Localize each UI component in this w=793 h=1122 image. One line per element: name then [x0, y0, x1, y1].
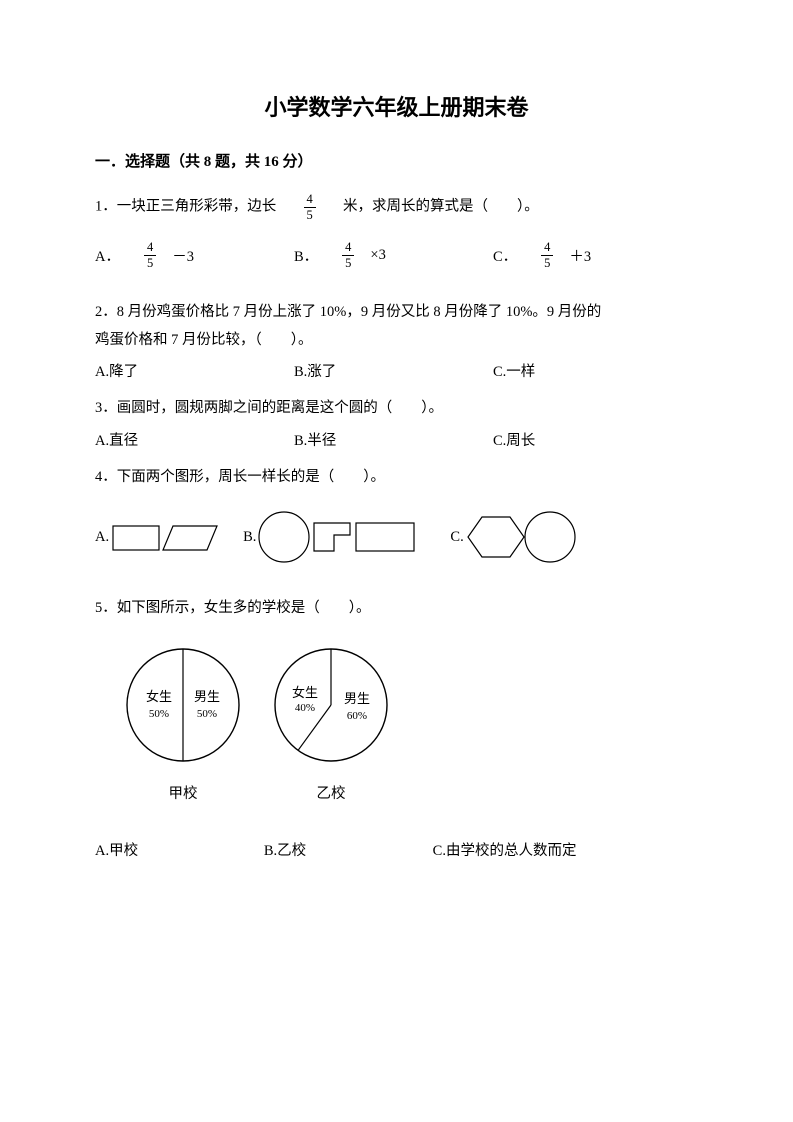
- q1-A-label: A．: [95, 245, 120, 266]
- pie-A-caption: 甲校: [119, 782, 247, 803]
- question-3: 3．画圆时，圆规两脚之间的距离是这个圆的（ ）。 A.直径 B.半径 C.周长: [95, 395, 698, 450]
- q1-frac-num: 4: [304, 193, 316, 208]
- pieA-left-label: 女生: [146, 689, 172, 704]
- q1-B-label: B．: [294, 245, 318, 266]
- q1-B-op: ×3: [370, 247, 385, 264]
- q1-fraction: 4 5: [304, 193, 316, 221]
- pie-B-caption: 乙校: [267, 782, 395, 803]
- section-1-prefix: 一．选择题: [95, 154, 170, 170]
- pieA-right-label: 男生: [194, 689, 220, 704]
- q2-options: A.降了 B.涨了 C.一样: [95, 360, 698, 381]
- q4-B-label: B.: [243, 529, 256, 546]
- pie-A-svg: 女生 50% 男生 50%: [119, 641, 247, 769]
- q3-option-B[interactable]: B.半径: [294, 429, 493, 450]
- q1-C-fraction: 4 5: [541, 241, 553, 269]
- q4-options: A. B. C.: [95, 509, 698, 565]
- pie-chart-B: 女生 40% 男生 60% 乙校: [267, 641, 395, 803]
- q1-B-fraction: 4 5: [342, 241, 354, 269]
- q5-option-B[interactable]: B.乙校: [264, 839, 433, 860]
- q2-line2: 鸡蛋价格和 7 月份比较，（ ）。: [95, 332, 313, 348]
- q1-option-A[interactable]: A． 4 5 －3: [95, 241, 294, 269]
- q1-option-C[interactable]: C． 4 5 ＋3: [493, 241, 692, 269]
- shapes-rect-parallelogram-icon: [109, 516, 219, 558]
- pie-chart-A: 女生 50% 男生 50% 甲校: [119, 641, 247, 803]
- q1-pre: 1．一块正三角形彩带，边长: [95, 198, 276, 214]
- q5-option-A[interactable]: A.甲校: [95, 839, 264, 860]
- q4-C-label: C.: [450, 529, 463, 546]
- q1-A-op: －3: [172, 245, 194, 266]
- q2-option-B[interactable]: B.涨了: [294, 360, 493, 381]
- q1-text: 1．一块正三角形彩带，边长 4 5 米，求周长的算式是（ ）。: [95, 193, 698, 221]
- q3-option-C[interactable]: C.周长: [493, 429, 692, 450]
- pieB-right-pct: 60%: [347, 710, 367, 722]
- q2-option-C[interactable]: C.一样: [493, 360, 692, 381]
- question-1: 1．一块正三角形彩带，边长 4 5 米，求周长的算式是（ ）。 A． 4 5 －…: [95, 193, 698, 269]
- question-2: 2．8 月份鸡蛋价格比 7 月份上涨了 10%，9 月份又比 8 月份降了 10…: [95, 299, 698, 381]
- shapes-hexagon-circle-icon: [464, 509, 584, 565]
- q3-text: 3．画圆时，圆规两脚之间的距离是这个圆的（ ）。: [95, 395, 698, 423]
- q1-C-op: ＋3: [569, 245, 591, 266]
- pieB-right-label: 男生: [344, 691, 370, 706]
- q5-options: A.甲校 B.乙校 C.由学校的总人数而定: [95, 839, 698, 860]
- pie-B-svg: 女生 40% 男生 60%: [267, 641, 395, 769]
- q1-A-fraction: 4 5: [144, 241, 156, 269]
- q1-options: A． 4 5 －3 B． 4 5 ×3 C．: [95, 241, 698, 269]
- q2-option-A[interactable]: A.降了: [95, 360, 294, 381]
- q4-option-B[interactable]: B.: [243, 509, 426, 565]
- pieB-left-pct: 40%: [295, 702, 315, 714]
- q1-frac-den: 5: [304, 208, 316, 222]
- section-1-header: 一．选择题（共 8 题，共 16 分）: [95, 150, 698, 171]
- section-1-detail: （共 8 题，共 16 分）: [170, 154, 313, 170]
- q1-post: 米，求周长的算式是（ ）。: [343, 198, 539, 214]
- q4-option-C[interactable]: C.: [450, 509, 583, 565]
- pieA-left-pct: 50%: [149, 708, 169, 720]
- q3-options: A.直径 B.半径 C.周长: [95, 429, 698, 450]
- exam-page: 小学数学六年级上册期末卷 一．选择题（共 8 题，共 16 分） 1．一块正三角…: [0, 0, 793, 1122]
- shapes-circle-lshape-rect-icon: [256, 509, 426, 565]
- q5-pie-charts: 女生 50% 男生 50% 甲校 女生 40% 男生 60%: [119, 641, 698, 803]
- q2-line1: 2．8 月份鸡蛋价格比 7 月份上涨了 10%，9 月份又比 8 月份降了 10…: [95, 304, 601, 320]
- q4-option-A[interactable]: A.: [95, 516, 219, 558]
- q5-text: 5．如下图所示，女生多的学校是（ ）。: [95, 595, 698, 623]
- q5-option-C[interactable]: C.由学校的总人数而定: [433, 839, 698, 860]
- pieB-left-label: 女生: [292, 685, 318, 700]
- question-4: 4．下面两个图形，周长一样长的是（ ）。 A. B. C.: [95, 464, 698, 566]
- q1-C-label: C．: [493, 245, 517, 266]
- q4-A-label: A.: [95, 529, 109, 546]
- page-title: 小学数学六年级上册期末卷: [95, 90, 698, 122]
- question-5: 5．如下图所示，女生多的学校是（ ）。 女生 50% 男生 50% 甲校: [95, 595, 698, 860]
- q3-option-A[interactable]: A.直径: [95, 429, 294, 450]
- q4-text: 4．下面两个图形，周长一样长的是（ ）。: [95, 464, 698, 492]
- q2-text: 2．8 月份鸡蛋价格比 7 月份上涨了 10%，9 月份又比 8 月份降了 10…: [95, 299, 698, 354]
- q1-option-B[interactable]: B． 4 5 ×3: [294, 241, 493, 269]
- pieA-right-pct: 50%: [197, 708, 217, 720]
